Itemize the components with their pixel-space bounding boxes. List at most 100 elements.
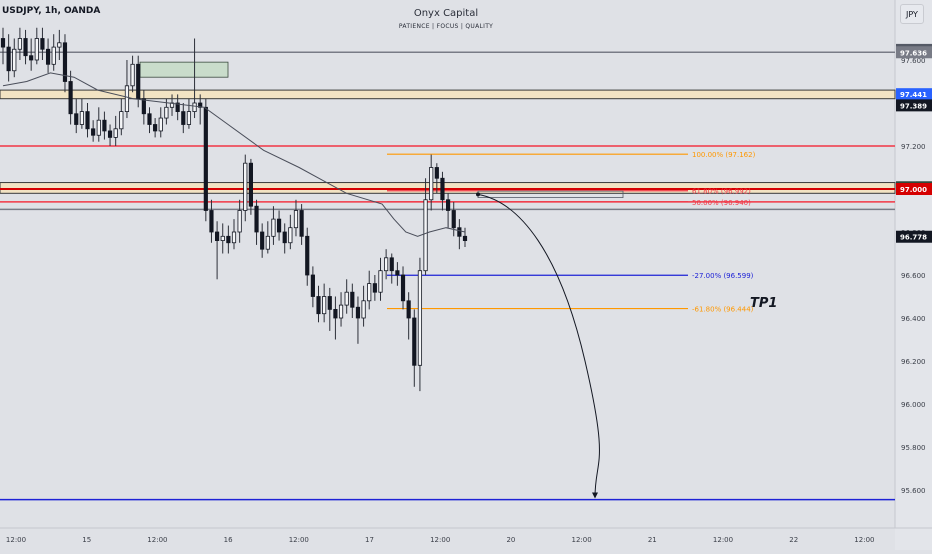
candle-body-53 — [299, 210, 304, 237]
candle-body-13 — [74, 113, 79, 125]
y-tick-label-10: 97.600 — [901, 57, 926, 65]
candle-body-14 — [79, 111, 84, 125]
candle-body-35 — [198, 102, 203, 108]
candle-body-38 — [215, 231, 220, 241]
candle-body-79 — [446, 199, 451, 211]
candle-body-24 — [136, 63, 141, 100]
x-tick-label-4: 12:00 — [289, 536, 309, 544]
x-tick-label-8: 12:00 — [572, 536, 592, 544]
candle-body-17 — [96, 119, 101, 136]
x-tick-label-1: 15 — [82, 536, 91, 544]
candle-body-40 — [226, 235, 231, 244]
x-tick-label-12: 12:00 — [854, 536, 874, 544]
candle-body-72 — [406, 300, 411, 319]
candle-body-69 — [389, 257, 394, 272]
y-tick-label-0: 95.600 — [901, 487, 926, 495]
candle-body-22 — [124, 85, 130, 113]
candle-body-25 — [141, 98, 146, 115]
forecast-arrowhead — [592, 492, 598, 499]
candle-body-31 — [175, 102, 180, 113]
candle-body-80 — [451, 210, 456, 229]
candle-body-47 — [265, 235, 270, 250]
candle-body-16 — [91, 128, 96, 136]
candle-body-55 — [310, 274, 315, 297]
candle-body-15 — [85, 111, 90, 130]
price-tag-2 — [896, 88, 932, 101]
price-tag-label-1: 97.636 — [900, 49, 927, 57]
candle-body-74 — [417, 270, 423, 366]
candle-body-75 — [423, 199, 428, 272]
x-tick-label-9: 21 — [648, 536, 657, 544]
candle-body-5 — [29, 55, 34, 61]
candle-body-4 — [23, 38, 28, 57]
candle-body-42 — [237, 210, 242, 233]
candle-body-82 — [462, 235, 468, 242]
price-tag-1 — [896, 46, 932, 59]
candle-body-48 — [271, 218, 276, 237]
candle-body-6 — [34, 38, 39, 61]
x-tick-label-7: 20 — [506, 536, 515, 544]
candle-body-28 — [158, 117, 163, 132]
x-tick-label-5: 17 — [365, 536, 374, 544]
currency-button[interactable]: JPY — [900, 4, 924, 24]
candle-body-68 — [384, 257, 389, 272]
candle-body-52 — [293, 210, 299, 229]
forecast-start-dot — [476, 192, 480, 197]
candle-body-10 — [57, 42, 62, 48]
candle-body-73 — [412, 317, 417, 366]
candle-body-21 — [119, 111, 124, 130]
y-tick-label-3: 96.200 — [901, 358, 926, 366]
candle-body-58 — [327, 296, 332, 310]
price-tag-label-5: 97.000 — [900, 186, 927, 194]
fib-label-1: 61.80% (96.992) — [692, 188, 751, 196]
symbol-label[interactable]: USDJPY, 1h, OANDA — [2, 6, 101, 16]
candle-body-56 — [316, 296, 321, 315]
candle-body-9 — [51, 46, 56, 65]
price-tag-5 — [896, 183, 932, 195]
candle-body-59 — [333, 308, 338, 319]
candle-body-81 — [457, 227, 462, 237]
price-tag-label-3: 97.389 — [900, 102, 927, 110]
fib-label-2: 50.00% (96.940) — [692, 199, 751, 207]
y-tick-label-5: 96.600 — [901, 272, 926, 280]
candle-body-39 — [220, 235, 225, 242]
resistance-zone-2 — [0, 182, 896, 194]
candle-body-7 — [40, 38, 45, 50]
candle-body-33 — [186, 111, 192, 125]
forecast-path — [477, 193, 600, 498]
candle-body-61 — [344, 291, 349, 306]
candle-body-62 — [350, 291, 355, 308]
candle-body-34 — [192, 102, 197, 113]
candle-body-70 — [395, 270, 400, 276]
x-tick-label-10: 12:00 — [713, 536, 733, 544]
candle-body-18 — [102, 119, 107, 132]
annotation-tp1: TP1 — [750, 296, 777, 311]
candle-body-0 — [0, 38, 6, 48]
candle-body-20 — [113, 128, 118, 138]
candle-body-46 — [260, 231, 265, 250]
candle-body-60 — [338, 304, 344, 319]
moving-average-line — [2, 72, 466, 237]
price-tag-label-6: 96.778 — [900, 234, 927, 242]
demand-zone-box — [139, 61, 229, 78]
candle-body-29 — [164, 106, 169, 119]
fib-label-3: -27.00% (96.599) — [692, 272, 754, 280]
fib-label-4: -61.80% (96.444) — [692, 306, 754, 314]
candle-body-71 — [400, 274, 406, 302]
candle-body-32 — [181, 111, 186, 125]
y-tick-label-4: 96.400 — [901, 315, 926, 323]
candle-body-45 — [254, 205, 259, 233]
candle-body-3 — [17, 38, 22, 50]
candle-body-36 — [203, 106, 208, 211]
x-tick-label-6: 12:00 — [430, 536, 450, 544]
candle-body-19 — [107, 130, 113, 138]
x-tick-label-3: 16 — [224, 536, 233, 544]
candle-body-23 — [130, 63, 135, 87]
candle-body-51 — [288, 227, 293, 244]
candle-body-49 — [276, 218, 282, 233]
x-tick-label-2: 12:00 — [147, 536, 167, 544]
candle-body-27 — [153, 124, 158, 132]
candle-body-37 — [209, 210, 214, 233]
